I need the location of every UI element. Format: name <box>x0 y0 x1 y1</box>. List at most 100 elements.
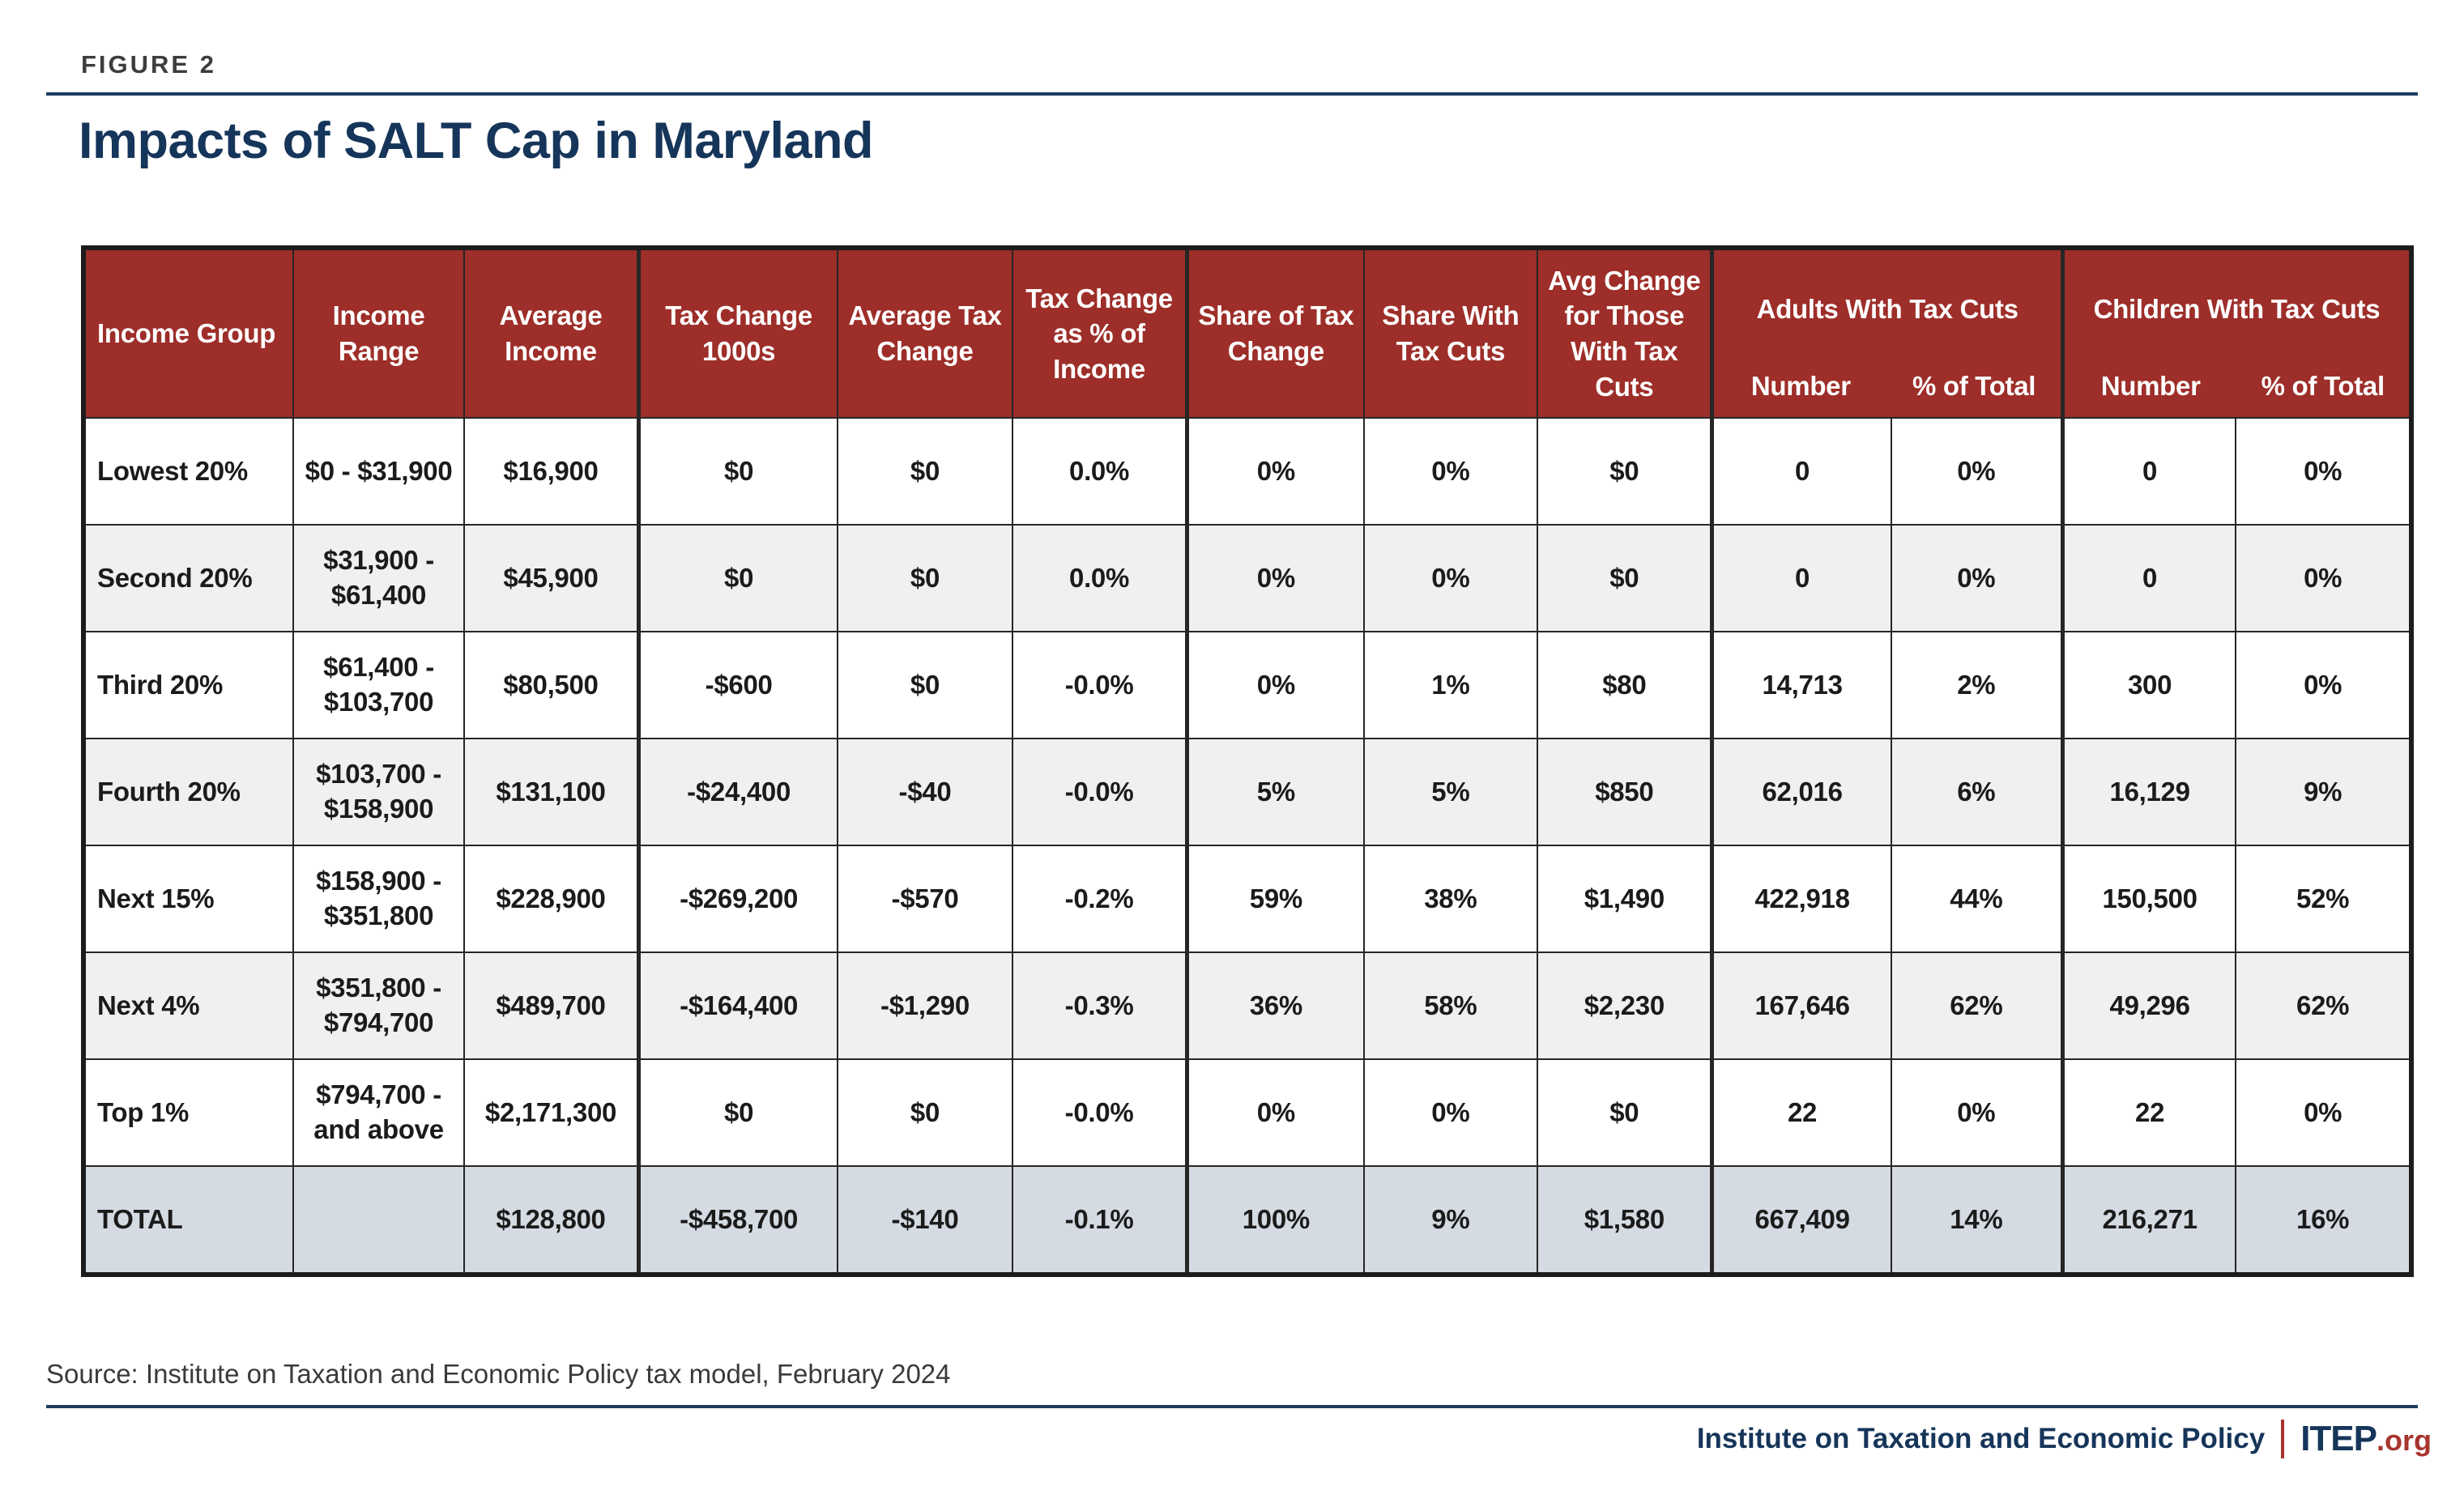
cell: 0% <box>1890 1058 2064 1167</box>
col-header-income-range: Income Range <box>292 247 465 419</box>
table-row: Fourth 20% $103,700 - $158,900 $131,100 … <box>82 738 2412 846</box>
cell: -$164,400 <box>637 951 839 1060</box>
cell: 52% <box>2235 845 2412 953</box>
group-label-adults: Adults With Tax Cuts <box>1756 294 2019 325</box>
header-row: Income Group Income Range Average Income… <box>82 247 2412 419</box>
cell: -0.0% <box>1011 631 1188 739</box>
table-row: Third 20% $61,400 - $103,700 $80,500 -$6… <box>82 631 2412 739</box>
cell: $0 <box>837 417 1013 526</box>
cell: $1,490 <box>1537 845 1713 953</box>
cell: 2% <box>1890 631 2064 739</box>
itep-logo-text: ITEP <box>2300 1419 2377 1458</box>
cell: 9% <box>2235 738 2412 846</box>
table-row: Next 4% $351,800 - $794,700 $489,700 -$1… <box>82 951 2412 1060</box>
cell: 49,296 <box>2060 951 2237 1060</box>
title-divider <box>46 92 2418 96</box>
footer-org-name: Institute on Taxation and Economic Polic… <box>1696 1423 2266 1454</box>
source-note: Source: Institute on Taxation and Econom… <box>46 1359 951 1389</box>
cell: -$40 <box>837 738 1013 846</box>
cell: $45,900 <box>463 524 640 632</box>
cell: 0% <box>1185 1058 1365 1167</box>
cell: $0 <box>837 1058 1013 1167</box>
cell: $80,500 <box>463 631 640 739</box>
cell: 0% <box>1185 417 1365 526</box>
cell: -$140 <box>837 1165 1013 1275</box>
cell: $128,800 <box>463 1165 640 1275</box>
data-table: Income Group Income Range Average Income… <box>81 245 2414 1277</box>
cell: 0% <box>2235 524 2412 632</box>
col-group-children-with-tax-cuts: Children With Tax Cuts Number % of Total <box>2060 247 2412 419</box>
cell: $80 <box>1537 631 1713 739</box>
cell: 0% <box>1362 524 1539 632</box>
cell: -$570 <box>837 845 1013 953</box>
cell: 5% <box>1362 738 1539 846</box>
cell: 62% <box>1890 951 2064 1060</box>
cell: 0 <box>2060 417 2237 526</box>
cell: 150,500 <box>2060 845 2237 953</box>
cell: $0 <box>637 417 839 526</box>
cell: 0% <box>1185 631 1365 739</box>
cell: 0.0% <box>1011 417 1188 526</box>
cell: -$458,700 <box>637 1165 839 1275</box>
cell: 0 <box>2060 524 2237 632</box>
cell: 667,409 <box>1710 1165 1892 1275</box>
col-header-average-income: Average Income <box>463 247 640 419</box>
cell: -$600 <box>637 631 839 739</box>
col-header-share-with-tax-cuts: Share With Tax Cuts <box>1362 247 1539 419</box>
cell: $2,171,300 <box>463 1058 640 1167</box>
col-header-income-group: Income Group <box>82 247 295 419</box>
cell: $794,700 - and above <box>292 1058 465 1167</box>
figure-label: FIGURE 2 <box>81 50 216 79</box>
row-label: TOTAL <box>82 1165 295 1275</box>
cell: $158,900 - $351,800 <box>292 845 465 953</box>
col-header-average-tax-change: Average Tax Change <box>837 247 1013 419</box>
col-header-share-of-tax-change: Share of Tax Change <box>1185 247 1365 419</box>
cell: $0 - $31,900 <box>292 417 465 526</box>
cell: 0% <box>1362 417 1539 526</box>
total-row: TOTAL $128,800 -$458,700 -$140 -0.1% 100… <box>82 1165 2412 1275</box>
cell: 0% <box>1185 524 1365 632</box>
cell: 22 <box>1710 1058 1892 1167</box>
col-group-adults-with-tax-cuts: Adults With Tax Cuts Number % of Total <box>1710 247 2064 419</box>
cell: -0.1% <box>1011 1165 1188 1275</box>
col-header-tax-change-pct-income: Tax Change as % of Income <box>1011 247 1188 419</box>
subcol-header-children-number: Number <box>2100 371 2201 402</box>
cell: -0.0% <box>1011 738 1188 846</box>
cell: 59% <box>1185 845 1365 953</box>
cell: $0 <box>637 524 839 632</box>
cell: $131,100 <box>463 738 640 846</box>
cell: 0% <box>1362 1058 1539 1167</box>
cell: 0% <box>1890 417 2064 526</box>
cell: 38% <box>1362 845 1539 953</box>
cell: -0.3% <box>1011 951 1188 1060</box>
cell <box>292 1165 465 1275</box>
cell: 22 <box>2060 1058 2237 1167</box>
cell: $2,230 <box>1537 951 1713 1060</box>
cell: 300 <box>2060 631 2237 739</box>
cell: $0 <box>837 524 1013 632</box>
cell: 167,646 <box>1710 951 1892 1060</box>
cell: 216,271 <box>2060 1165 2237 1275</box>
cell: $103,700 - $158,900 <box>292 738 465 846</box>
cell: 16,129 <box>2060 738 2237 846</box>
cell: 0% <box>2235 631 2412 739</box>
cell: 0.0% <box>1011 524 1188 632</box>
cell: $0 <box>837 631 1013 739</box>
cell: 62,016 <box>1710 738 1892 846</box>
cell: 100% <box>1185 1165 1365 1275</box>
cell: $0 <box>1537 524 1713 632</box>
cell: -0.0% <box>1011 1058 1188 1167</box>
cell: $0 <box>637 1058 839 1167</box>
data-table-container: Income Group Income Range Average Income… <box>81 245 2414 1277</box>
cell: $61,400 - $103,700 <box>292 631 465 739</box>
table-row: Second 20% $31,900 - $61,400 $45,900 $0 … <box>82 524 2412 632</box>
table-row: Lowest 20% $0 - $31,900 $16,900 $0 $0 0.… <box>82 417 2412 526</box>
cell: $228,900 <box>463 845 640 953</box>
cell: 58% <box>1362 951 1539 1060</box>
cell: 6% <box>1890 738 2064 846</box>
cell: $0 <box>1537 1058 1713 1167</box>
row-label: Lowest 20% <box>82 417 295 526</box>
cell: -$269,200 <box>637 845 839 953</box>
cell: 0% <box>2235 417 2412 526</box>
cell: 44% <box>1890 845 2064 953</box>
